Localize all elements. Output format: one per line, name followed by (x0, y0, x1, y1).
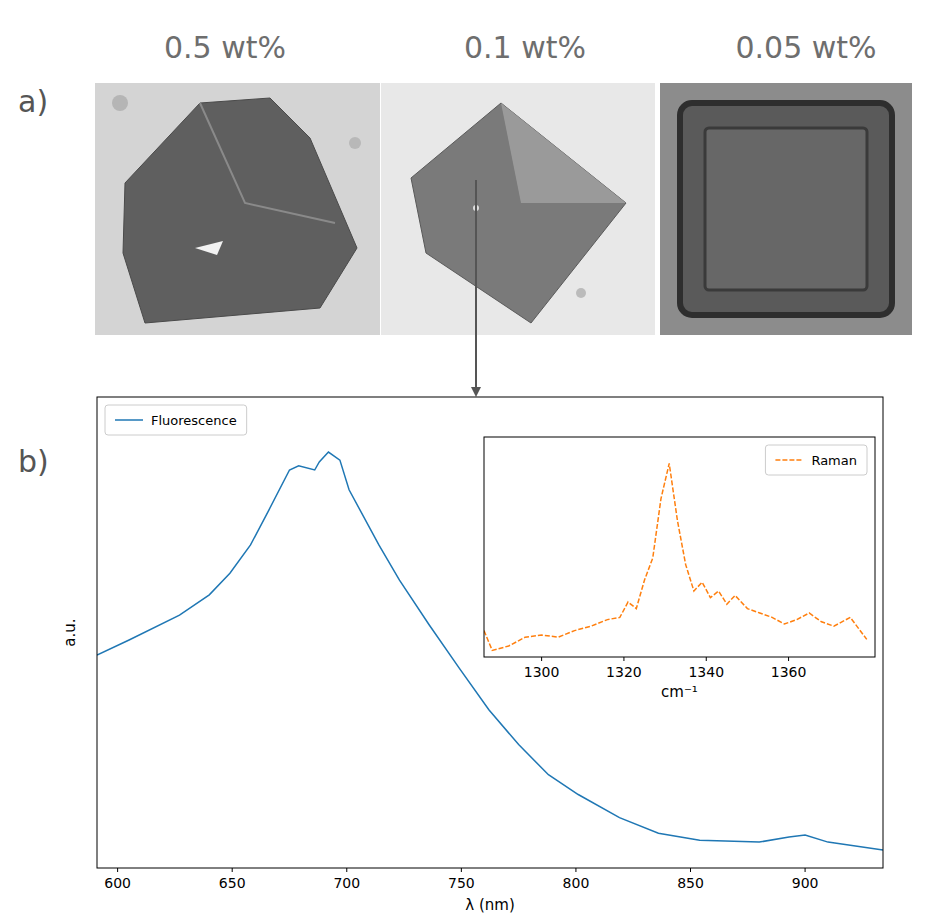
x-tick-label: 650 (219, 875, 246, 891)
x-tick (788, 657, 789, 661)
x-tick (690, 868, 691, 872)
sem-background (381, 83, 655, 335)
image-label: 0.1 wt% (464, 30, 586, 65)
y-axis-title: a.u. (61, 618, 79, 646)
x-tick-label: 600 (104, 875, 131, 891)
x-tick (232, 868, 233, 872)
sem-image (95, 83, 380, 335)
legend: Raman (765, 445, 867, 475)
plot-background (484, 437, 875, 657)
x-tick-label: 750 (448, 875, 475, 891)
sem-edge (200, 103, 335, 223)
x-tick-label: 700 (333, 875, 360, 891)
sem-speck (349, 137, 361, 149)
chart: 1300 1320 1340 1360 cm⁻¹ Raman (484, 437, 875, 701)
legend: Fluorescence (105, 405, 247, 435)
sem-image (381, 83, 655, 335)
sem-crystal (680, 103, 892, 315)
sem-crystal (411, 103, 626, 323)
x-tick (575, 868, 576, 872)
x-tick (541, 657, 542, 661)
sem-highlight (195, 241, 223, 255)
image-label: 0.05 wt% (735, 30, 876, 65)
x-tick-label: 900 (792, 875, 819, 891)
plot-frame (97, 397, 883, 868)
sem-speck (112, 95, 128, 111)
sem-background (95, 83, 380, 335)
chart: 600 650 700 750 800 850 900 λ (nm) a.u. Fluoresce… (61, 397, 883, 914)
legend-box (105, 405, 247, 435)
panel-letter: a) (18, 84, 48, 119)
sem-image (660, 83, 912, 335)
sem-crystal (123, 98, 357, 323)
x-tick (706, 657, 707, 661)
x-tick (461, 868, 462, 872)
x-tick-label: 1340 (688, 664, 724, 680)
x-tick-label: 1300 (524, 664, 560, 680)
data-area (484, 463, 867, 650)
legend-swatch (775, 459, 803, 461)
x-tick-label: 800 (563, 875, 590, 891)
x-tick-label: 1320 (606, 664, 642, 680)
x-tick (805, 868, 806, 872)
legend-swatch (115, 419, 143, 421)
x-axis-title: cm⁻¹ (661, 683, 698, 701)
sem-speck (576, 288, 586, 298)
sem-face (705, 128, 867, 290)
panel-letter: b) (18, 444, 49, 479)
x-tick (346, 868, 347, 872)
plot-frame (484, 437, 875, 657)
arrow (475, 180, 477, 392)
x-tick (117, 868, 118, 872)
plot-background (97, 397, 883, 868)
legend-label: Fluorescence (151, 413, 237, 428)
legend-label: Raman (811, 453, 857, 468)
figure: a) 0.5 wt% 0.1 wt% 0.05 wt% b) 600 650 700 750 80… (0, 0, 948, 922)
sem-background (660, 83, 912, 335)
x-tick (623, 657, 624, 661)
sem-facet (501, 103, 626, 203)
series-line (484, 463, 867, 650)
image-label: 0.5 wt% (164, 30, 286, 65)
x-tick-label: 1360 (771, 664, 807, 680)
x-axis-title: λ (nm) (465, 896, 514, 914)
legend-box (765, 445, 867, 475)
x-tick-label: 850 (677, 875, 704, 891)
